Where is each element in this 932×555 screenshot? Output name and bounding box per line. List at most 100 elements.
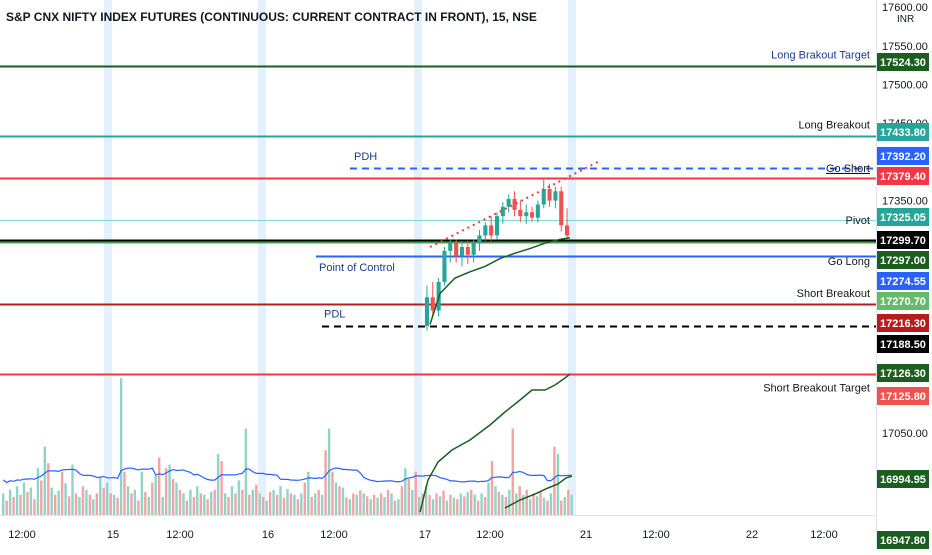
volume-bar-107 [372,494,376,515]
volume-bar-154 [535,496,539,515]
volume-bar-36 [126,486,130,515]
candle-body-23 [559,191,564,226]
currency-label: INR [897,14,914,25]
volume-bar-130 [452,497,456,515]
volume-bar-91 [317,489,320,515]
volume-bar-13 [47,463,50,515]
volume-bar-138 [480,493,483,515]
level-price-tag-8: 17270.70 [880,296,926,308]
volume-bar-4 [15,486,19,515]
volume-bar-96 [334,482,338,515]
volume-bar-131 [456,499,459,515]
volume-bar-2 [8,489,12,515]
volume-bar-22 [78,497,81,515]
volume-bar-126 [438,496,442,515]
time-tick-0: 12:00 [8,529,36,541]
volume-bar-128 [445,500,449,515]
volume-bar-117 [407,479,410,515]
level-price-tag-5: 17299.70 [880,235,926,247]
level-price-tag-2: 17392.20 [880,151,926,163]
volume-bar-155 [539,492,542,515]
volume-bar-80 [279,486,282,515]
level-price-tag-4-bg [877,208,929,226]
volume-bar-157 [546,500,549,515]
level-price-tag-12-bg [877,387,929,405]
candle-body-8 [471,243,476,255]
level-price-tag-5-bg [877,231,929,249]
volume-bar-89 [310,497,313,515]
volume-bar-88 [307,471,310,515]
time-tick-6: 12:00 [476,529,504,541]
level-price-tag-7: 17274.55 [880,276,926,288]
volume-bar-145 [504,497,508,515]
volume-bar-113 [393,500,397,515]
trend-line [429,160,599,248]
volume-bar-151 [525,489,528,515]
volume-bar-27 [95,493,98,515]
annotation-2: PDL [324,309,345,321]
candle-body-7 [465,247,470,255]
candle-body-3 [442,250,447,282]
volume-bar-87 [303,482,306,515]
volume-bar-48 [168,464,171,515]
volume-bar-153 [532,493,535,515]
level-price-tag-0: 17524.30 [880,57,926,69]
volume-bar-139 [483,497,487,515]
volume-bar-85 [296,499,300,515]
extra-price-tag-1-bg [877,531,929,549]
volume-ma-line [2,467,572,484]
volume-bar-20 [71,464,74,515]
volume-bar-47 [164,468,168,515]
volume-bar-141 [490,461,494,515]
annotation-0: PDH [354,151,377,163]
volume-bar-31 [109,493,112,515]
volume-bar-56 [196,486,199,515]
volume-bar-118 [411,489,414,515]
extra-price-tag-1: 16947.80 [880,535,926,547]
volume-bar-156 [542,497,546,515]
volume-bar-15 [54,494,57,515]
volume-bar-142 [494,486,497,515]
candle-body-10 [483,225,488,236]
volume-bar-108 [376,497,379,515]
volume-bar-93 [324,450,327,515]
session-band-1 [258,0,266,515]
volume-bar-92 [320,494,324,515]
candle-body-1 [430,297,435,311]
candle-body-19 [535,204,540,218]
level-price-tag-0-bg [877,53,929,71]
volume-bar-109 [379,493,383,515]
volume-bar-50 [175,482,178,515]
volume-bar-104 [362,493,365,515]
volume-bar-94 [327,428,331,515]
volume-bar-17 [60,471,64,515]
volume-bar-70 [244,428,248,515]
time-tick-8: 12:00 [642,529,670,541]
volume-bar-25 [88,494,92,515]
volume-bar-45 [158,457,161,515]
candle-body-22 [553,191,558,201]
volume-bar-140 [487,482,490,515]
level-price-tag-3: 17379.40 [880,171,926,183]
volume-bar-127 [442,490,445,515]
time-tick-3: 16 [262,529,274,541]
volume-bar-59 [206,499,209,515]
candle-body-11 [489,225,494,236]
volume-bar-43 [151,482,154,515]
volume-bar-54 [189,489,192,515]
volume-bar-73 [255,484,258,515]
volume-bar-68 [237,480,241,515]
volume-bar-158 [549,493,553,515]
volume-bar-112 [390,493,393,515]
volume-bar-3 [12,497,15,515]
candle-body-15 [512,199,517,210]
time-tick-10: 12:00 [810,529,838,541]
volume-bar-116 [404,468,407,515]
volume-bar-152 [528,499,532,515]
candle-body-20 [541,189,546,205]
volume-bar-1 [5,500,8,515]
volume-bar-71 [248,494,251,515]
volume-bar-10 [36,468,40,515]
